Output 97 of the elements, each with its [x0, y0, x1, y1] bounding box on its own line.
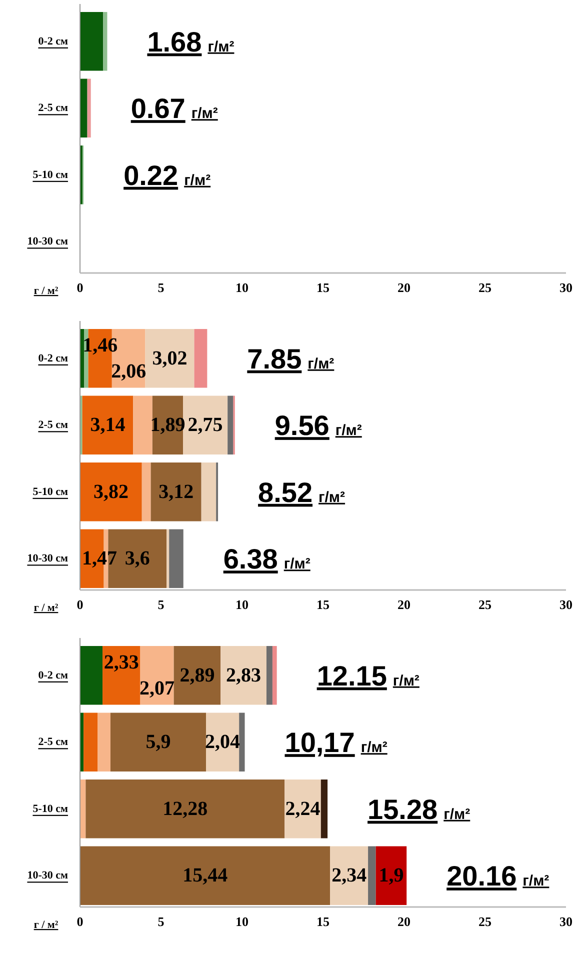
- bar: [150, 462, 202, 522]
- bar: [183, 396, 228, 454]
- bar: [368, 846, 376, 905]
- y-tick-label: 0-2 см: [38, 352, 68, 364]
- x-tick-label: 15: [316, 914, 330, 930]
- bar: [220, 646, 266, 705]
- total-label: 10,17 г/м²: [284, 727, 388, 758]
- total-label: 15.28 г/м²: [368, 794, 470, 825]
- x-tick-label: 10: [236, 914, 248, 930]
- y-tick-label: 5-10 см: [32, 802, 68, 815]
- data-label: 2,06: [111, 360, 146, 382]
- data-label: 3,14: [90, 414, 126, 436]
- total-label: 7.85 г/м²: [247, 343, 334, 374]
- y-tick-label: 2-5 см: [38, 736, 68, 748]
- bar: [174, 646, 221, 705]
- bar: [239, 712, 245, 772]
- y-tick-label: 10-30 см: [27, 870, 68, 882]
- y-tick-label: 5-10 см: [32, 486, 68, 498]
- x-tick-label: 20: [398, 280, 410, 296]
- data-label: 5,9: [146, 731, 171, 754]
- bar: [272, 646, 277, 705]
- bar: [201, 462, 216, 522]
- total-label: 0.67 г/м²: [130, 93, 218, 124]
- data-label: 2,83: [226, 664, 262, 686]
- bar: [80, 462, 142, 522]
- total-label: 0.22 г/м²: [124, 160, 211, 191]
- x-tick-label: 20: [398, 597, 410, 612]
- data-label: 2,07: [140, 677, 175, 700]
- x-tick-label: 0: [76, 280, 84, 296]
- bar: [194, 329, 208, 388]
- x-tick-label: 30: [560, 597, 572, 612]
- bar: [330, 846, 368, 905]
- x-tick-label: 30: [560, 280, 572, 296]
- x-tick-label: 15: [316, 280, 330, 296]
- x-tick-label: 15: [316, 597, 330, 612]
- y-tick-label: 0-2 см: [38, 669, 68, 682]
- x-tick-label: 25: [478, 597, 492, 612]
- data-label: 15,44: [182, 864, 228, 887]
- total-label: 12.15 г/м²: [316, 660, 420, 692]
- data-label: 2,89: [180, 664, 215, 686]
- y-tick-label: 2-5 см: [38, 102, 68, 114]
- bar: [97, 712, 110, 772]
- bar: [80, 646, 103, 705]
- y-tick-label: 2-5 см: [38, 419, 68, 432]
- data-label: 3,82: [93, 480, 128, 503]
- x-tick-label: 10: [236, 280, 248, 296]
- bar: [376, 846, 407, 905]
- data-label: 3,6: [124, 548, 150, 570]
- bar: [80, 78, 88, 138]
- data-label: 1,9: [378, 864, 404, 887]
- y-tick-label: 0-2 см: [38, 35, 68, 48]
- data-label: 12,28: [162, 798, 208, 820]
- total-label: 1.68 г/м²: [147, 26, 234, 58]
- x-axis-title: г / м²: [34, 919, 59, 931]
- total-label: 8.52 г/м²: [258, 476, 346, 508]
- bar: [80, 12, 104, 71]
- x-tick-label: 5: [158, 280, 165, 296]
- x-axis-title: г / м²: [34, 602, 59, 614]
- y-tick-label: 5-10 см: [32, 168, 68, 181]
- bar: [145, 329, 194, 388]
- data-label: 3,12: [158, 480, 194, 503]
- bar: [84, 712, 98, 772]
- total-label: 20.16 г/м²: [446, 860, 550, 892]
- bar: [142, 462, 151, 522]
- x-tick-label: 0: [76, 914, 84, 930]
- data-label: 2,33: [104, 651, 139, 674]
- bar: [228, 396, 234, 454]
- x-tick-label: 25: [478, 914, 492, 930]
- bar: [102, 646, 140, 705]
- bar: [86, 780, 285, 838]
- bar: [110, 712, 206, 772]
- data-label: 3,02: [152, 347, 188, 370]
- x-axis-title: г / м²: [34, 285, 59, 297]
- data-label: 2,75: [188, 414, 223, 436]
- bar: [133, 396, 152, 454]
- bar: [320, 780, 328, 838]
- bar: [169, 529, 184, 588]
- x-tick-label: 25: [478, 280, 492, 296]
- x-tick-label: 20: [398, 914, 410, 930]
- bar: [166, 529, 170, 588]
- bar: [284, 780, 321, 838]
- total-label: 6.38 г/м²: [223, 544, 310, 575]
- bar: [266, 646, 272, 705]
- y-tick-label: 10-30 см: [27, 236, 68, 248]
- x-tick-label: 10: [236, 597, 248, 612]
- data-label: 2,24: [285, 798, 320, 820]
- x-tick-label: 30: [560, 914, 572, 930]
- bar: [80, 846, 330, 905]
- bar: [103, 12, 108, 71]
- bar: [82, 396, 134, 454]
- x-tick-label: 0: [76, 597, 84, 612]
- x-tick-label: 5: [158, 597, 165, 612]
- y-tick-label: 10-30 см: [27, 552, 68, 565]
- total-label: 9.56 г/м²: [274, 410, 362, 442]
- bar: [87, 78, 91, 138]
- data-label: 2,34: [332, 864, 367, 887]
- x-tick-label: 5: [158, 914, 165, 930]
